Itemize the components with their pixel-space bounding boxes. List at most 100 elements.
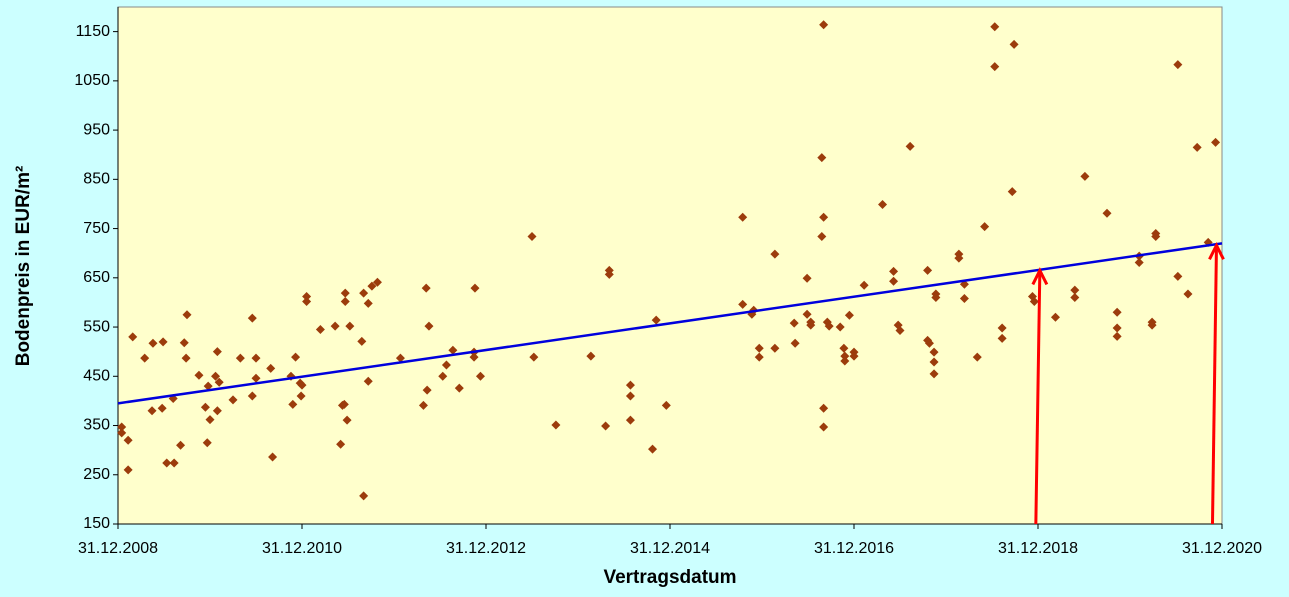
point xyxy=(529,352,539,362)
point xyxy=(339,399,349,409)
point xyxy=(367,281,377,291)
plot-area xyxy=(117,6,1223,525)
point xyxy=(123,465,133,475)
point xyxy=(997,333,1007,343)
point xyxy=(1173,271,1183,281)
y-tick-label: 350 xyxy=(83,417,110,434)
point xyxy=(929,369,939,379)
point xyxy=(330,321,340,331)
point xyxy=(738,212,748,222)
point xyxy=(268,452,278,462)
point xyxy=(754,352,764,362)
point xyxy=(441,360,451,370)
x-tick-label: 31.12.2020 xyxy=(1182,540,1262,557)
point xyxy=(359,288,369,298)
point xyxy=(235,353,245,363)
point xyxy=(819,212,829,222)
point xyxy=(302,292,312,302)
point xyxy=(889,266,899,276)
point xyxy=(251,353,261,363)
point xyxy=(601,421,611,431)
point xyxy=(202,438,212,448)
point xyxy=(421,283,431,293)
point xyxy=(586,351,596,361)
x-tick-label: 31.12.2016 xyxy=(814,540,894,557)
point xyxy=(418,400,428,410)
x-axis-title: Vertragsdatum xyxy=(603,567,736,588)
point xyxy=(790,338,800,348)
point xyxy=(194,370,204,380)
point xyxy=(157,403,167,413)
point xyxy=(1147,320,1157,330)
point xyxy=(924,338,934,348)
point xyxy=(302,296,312,306)
point xyxy=(1192,142,1202,152)
point xyxy=(214,377,224,387)
point xyxy=(604,269,614,279)
point xyxy=(1007,187,1017,197)
point xyxy=(448,345,458,355)
point xyxy=(203,381,213,391)
point xyxy=(1070,285,1080,295)
point xyxy=(181,353,191,363)
point xyxy=(878,199,888,209)
point xyxy=(889,276,899,286)
point xyxy=(182,310,192,320)
point xyxy=(895,325,905,335)
point xyxy=(835,322,845,332)
point xyxy=(802,273,812,283)
point xyxy=(954,253,964,263)
x-tick-label: 31.12.2010 xyxy=(262,540,342,557)
point xyxy=(990,62,1000,72)
y-tick-label: 150 xyxy=(83,515,110,532)
point xyxy=(1134,258,1144,268)
point xyxy=(770,343,780,353)
point xyxy=(1070,293,1080,303)
point xyxy=(266,363,276,373)
trend-line xyxy=(117,242,1223,405)
point xyxy=(1050,312,1060,322)
point xyxy=(212,406,222,416)
x-tick-label: 31.12.2008 xyxy=(78,540,158,557)
point xyxy=(359,491,369,501)
point xyxy=(840,351,850,361)
point xyxy=(148,338,158,348)
point xyxy=(454,383,464,393)
point xyxy=(824,321,834,331)
point xyxy=(247,313,257,323)
point xyxy=(923,265,933,275)
point xyxy=(211,371,221,381)
point xyxy=(819,403,829,413)
point xyxy=(228,395,238,405)
point xyxy=(363,376,373,386)
point xyxy=(176,440,186,450)
point xyxy=(340,296,350,306)
point xyxy=(527,231,537,241)
point xyxy=(158,337,168,347)
point xyxy=(470,283,480,293)
point xyxy=(247,391,257,401)
point xyxy=(931,293,941,303)
point xyxy=(123,435,133,445)
point xyxy=(117,428,127,438)
point xyxy=(840,356,850,366)
point xyxy=(179,338,189,348)
point xyxy=(1183,289,1193,299)
y-tick-label: 950 xyxy=(83,121,110,138)
point xyxy=(147,406,157,416)
point xyxy=(1112,307,1122,317)
point xyxy=(357,336,367,346)
point xyxy=(990,22,1000,32)
point xyxy=(997,323,1007,333)
point xyxy=(345,321,355,331)
point xyxy=(625,391,635,401)
point xyxy=(424,321,434,331)
point xyxy=(288,399,298,409)
point xyxy=(117,422,127,432)
point xyxy=(959,293,969,303)
point xyxy=(336,439,346,449)
arrow xyxy=(1208,241,1225,525)
point xyxy=(475,371,485,381)
point xyxy=(551,420,561,430)
